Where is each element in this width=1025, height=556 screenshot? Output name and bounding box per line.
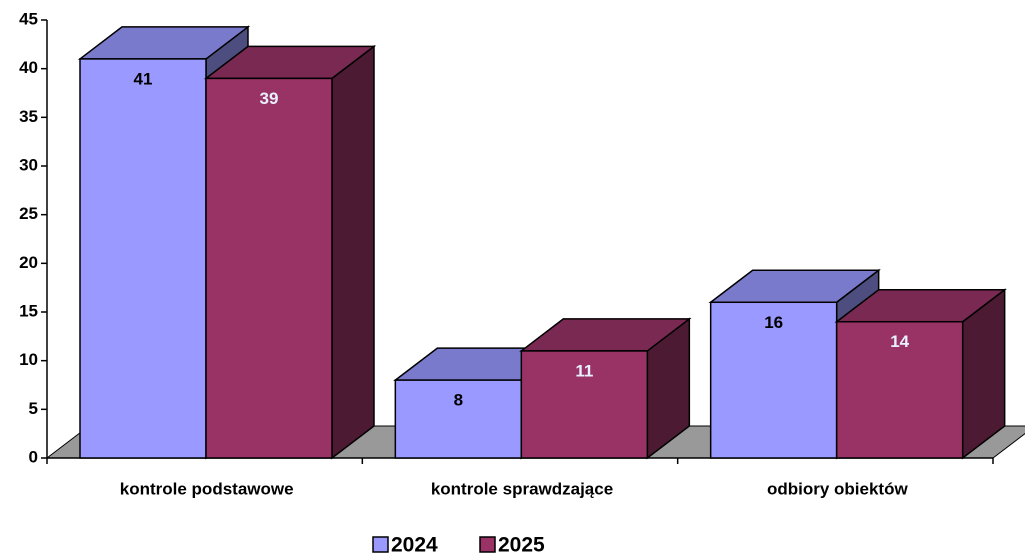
bar	[520, 350, 649, 459]
value-label: 41	[134, 69, 153, 88]
y-tick-label: 15	[19, 301, 38, 320]
y-tick-label: 25	[19, 204, 38, 223]
y-tick-label: 10	[19, 350, 38, 369]
value-label: 39	[260, 89, 279, 108]
legend-swatch	[479, 536, 496, 553]
bar	[835, 320, 964, 459]
x-tick-label: odbiory obiektów	[767, 479, 909, 498]
bar-side	[331, 44, 375, 460]
legend-label: 2024	[391, 534, 438, 556]
y-tick-label: 20	[19, 253, 38, 272]
value-label: 16	[764, 313, 783, 332]
bar	[79, 58, 207, 459]
value-label: 14	[890, 332, 909, 351]
legend-swatch	[372, 536, 389, 553]
bar	[205, 77, 333, 459]
bar	[709, 301, 838, 459]
legend-label: 2025	[498, 534, 545, 556]
y-tick-label: 30	[19, 155, 38, 174]
y-tick-label: 35	[19, 107, 38, 126]
bar	[394, 379, 523, 459]
y-tick-label: 0	[29, 447, 38, 466]
value-label: 8	[454, 391, 463, 410]
x-tick-label: kontrole sprawdzające	[431, 479, 613, 498]
y-tick-label: 5	[29, 399, 38, 418]
x-tick-label: kontrole podstawowe	[120, 479, 294, 498]
value-label: 11	[575, 361, 593, 380]
y-tick-label: 40	[19, 58, 38, 77]
y-tick-label: 45	[19, 9, 38, 28]
